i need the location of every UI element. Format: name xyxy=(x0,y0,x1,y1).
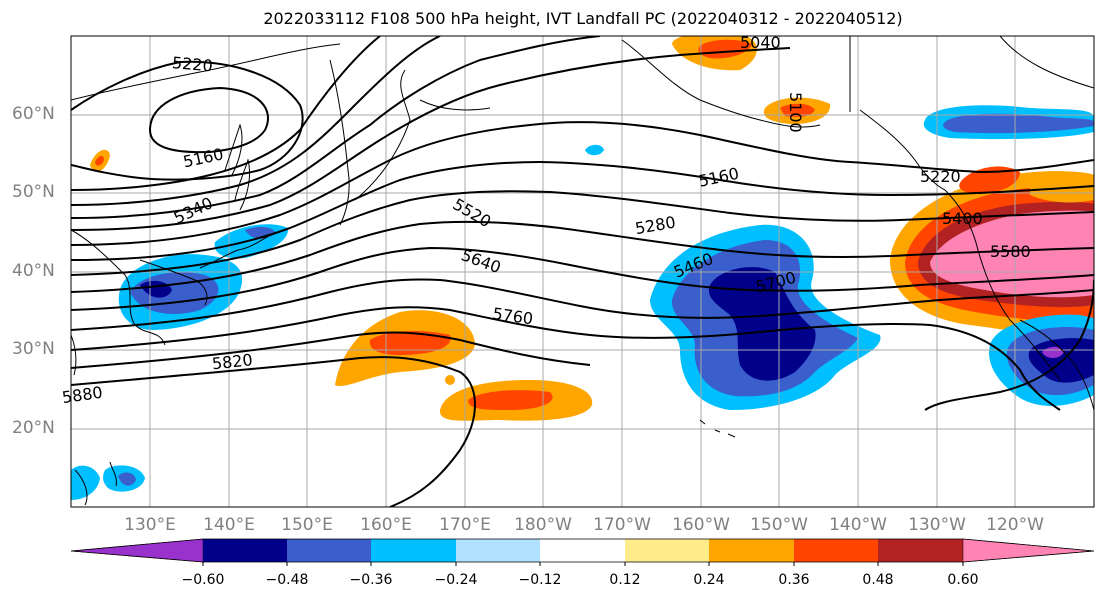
lat-label: 20°N xyxy=(12,418,55,438)
colorbar-tick-label: 0.12 xyxy=(609,572,641,588)
contour-label: 5580 xyxy=(990,242,1031,261)
lon-label: 160°E xyxy=(360,515,412,535)
lon-label: 140°W xyxy=(829,515,887,535)
lon-label: 170°E xyxy=(439,515,491,535)
colorbar-tick-label: 0.36 xyxy=(778,572,810,588)
contour-label: 5100 xyxy=(786,92,805,133)
contour-label: 5880 xyxy=(61,383,104,407)
contour-label: 5280 xyxy=(634,212,677,238)
lon-label: 130°W xyxy=(908,515,966,535)
graticule xyxy=(71,36,1094,507)
contour-label: 5220 xyxy=(920,167,961,186)
map-title: 2022033112 F108 500 hPa height, IVT Land… xyxy=(263,9,903,28)
colorbar-tick-label: −0.12 xyxy=(518,572,562,588)
colorbar-tick-label: −0.48 xyxy=(265,572,309,588)
lon-label: 150°W xyxy=(750,515,808,535)
lat-label: 40°N xyxy=(12,261,55,281)
contour-label: 5220 xyxy=(171,53,213,75)
contour-label: 5400 xyxy=(942,209,983,228)
lat-label: 30°N xyxy=(12,339,55,359)
lon-label: 120°W xyxy=(986,515,1044,535)
lat-label: 60°N xyxy=(12,104,55,124)
lon-label: 140°E xyxy=(203,515,255,535)
plot-frame xyxy=(70,35,1095,508)
colorbar-tick-label: 0.60 xyxy=(947,572,979,588)
coastlines xyxy=(71,36,1094,506)
lon-label: 170°W xyxy=(593,515,651,535)
contour-label: 5760 xyxy=(491,304,534,328)
lat-label: 50°N xyxy=(12,182,55,202)
contour-label: 5040 xyxy=(740,33,781,52)
contour-label: 5160 xyxy=(181,144,225,171)
contour-label: 5160 xyxy=(697,164,741,191)
colorbar-extend-low xyxy=(70,538,204,563)
lon-label: 160°W xyxy=(672,515,730,535)
colorbar-extend-high xyxy=(962,538,1095,563)
lon-label: 180°W xyxy=(514,515,572,535)
colorbar xyxy=(70,538,1095,566)
colorbar-tick-label: −0.24 xyxy=(434,572,478,588)
ivt-shading xyxy=(71,36,1094,500)
height-contours xyxy=(71,36,1094,507)
contour-label: 5520 xyxy=(450,194,495,231)
colorbar-tick-label: −0.36 xyxy=(349,572,393,588)
contour-label: 5820 xyxy=(211,350,253,373)
lon-label: 130°E xyxy=(124,515,176,535)
colorbar-tick-label: 0.24 xyxy=(693,572,725,588)
colorbar-tick-label: −0.60 xyxy=(181,572,225,588)
colorbar-tick-label: 0.48 xyxy=(862,572,894,588)
lon-label: 150°E xyxy=(281,515,333,535)
